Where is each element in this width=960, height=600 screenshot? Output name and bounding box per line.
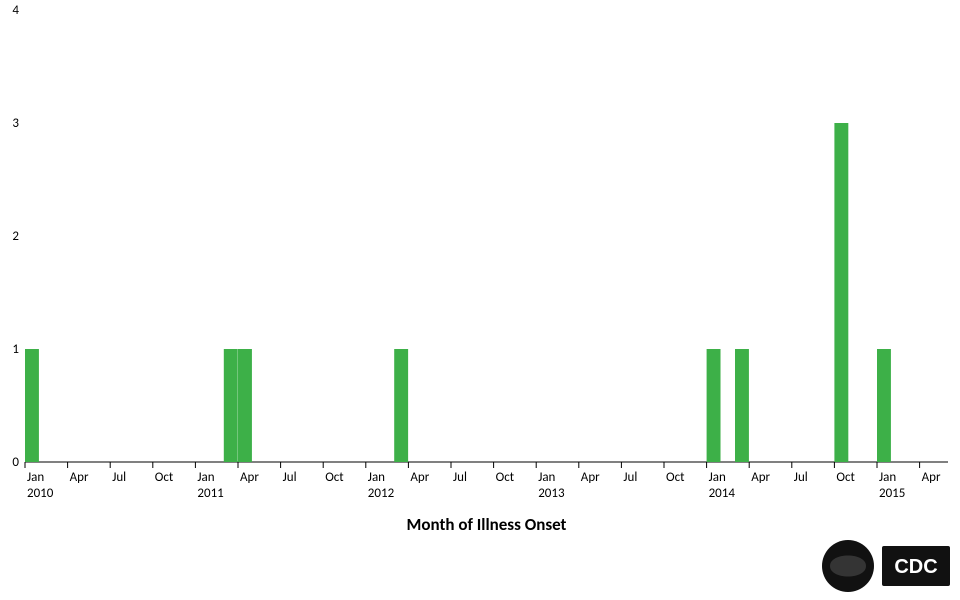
x-tick-label: Oct bbox=[836, 470, 855, 485]
x-year-label: 2010 bbox=[27, 486, 54, 501]
x-tick-label: Jan bbox=[879, 470, 896, 485]
x-tick-label: Apr bbox=[70, 470, 89, 485]
x-tick-label: Jul bbox=[112, 470, 126, 485]
y-tick-label: 3 bbox=[12, 116, 19, 131]
bar bbox=[394, 349, 408, 462]
y-tick-label: 4 bbox=[12, 3, 19, 18]
x-tick-label: Jan bbox=[197, 470, 214, 485]
x-year-label: 2013 bbox=[538, 486, 565, 501]
bar bbox=[25, 349, 39, 462]
x-tick-label: Jan bbox=[27, 470, 44, 485]
x-tick-label: Oct bbox=[155, 470, 174, 485]
cdc-logo-text: CDC bbox=[894, 556, 937, 578]
logo-group: CDC bbox=[822, 540, 950, 592]
x-tick-label: Oct bbox=[666, 470, 685, 485]
x-year-label: 2012 bbox=[368, 486, 395, 501]
x-tick-label: Apr bbox=[240, 470, 259, 485]
x-tick-label: Jul bbox=[794, 470, 808, 485]
x-year-label: 2011 bbox=[197, 486, 223, 501]
bar bbox=[707, 349, 721, 462]
bar bbox=[877, 349, 891, 462]
x-year-label: 2014 bbox=[709, 486, 736, 501]
x-year-label: 2015 bbox=[879, 486, 905, 501]
x-tick-label: Jul bbox=[453, 470, 467, 485]
y-tick-label: 2 bbox=[12, 229, 19, 244]
illness-onset-chart: 0 1 2 3 4 Jan Apr Jul Oct Jan Apr Jul Oct Jan Apr Jul Oc… bbox=[0, 0, 960, 600]
bar bbox=[238, 349, 252, 462]
x-tick-label: Jan bbox=[368, 470, 385, 485]
x-tick-label: Jul bbox=[623, 470, 637, 485]
y-tick-label: 1 bbox=[12, 342, 19, 357]
x-tick-label: Oct bbox=[496, 470, 515, 485]
hhs-logo-inner bbox=[830, 556, 866, 577]
x-tick-label: Jan bbox=[709, 470, 726, 485]
x-tick-label: Apr bbox=[922, 470, 941, 485]
x-tick-label: Apr bbox=[751, 470, 770, 485]
chart-svg: 0 1 2 3 4 Jan Apr Jul Oct Jan Apr Jul Oct Jan Apr Jul Oc… bbox=[0, 0, 960, 600]
bar bbox=[735, 349, 749, 462]
x-tick-label: Oct bbox=[325, 470, 344, 485]
y-tick-label: 0 bbox=[12, 455, 19, 470]
x-tick-label: Jul bbox=[283, 470, 297, 485]
x-tick-label: Apr bbox=[410, 470, 429, 485]
x-tick-label: Jan bbox=[538, 470, 555, 485]
bar bbox=[834, 123, 848, 462]
x-axis-title: Month of Illness Onset bbox=[407, 514, 567, 535]
x-tick-label: Apr bbox=[581, 470, 600, 485]
bar bbox=[224, 349, 238, 462]
